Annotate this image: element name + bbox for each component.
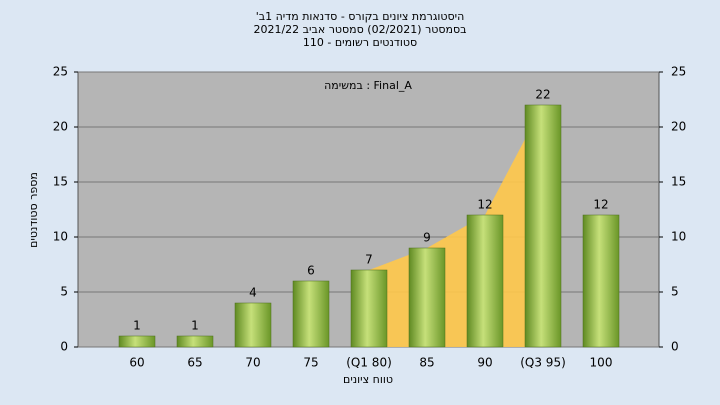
y2-tick-label: 20	[671, 120, 686, 134]
bar	[118, 335, 156, 348]
y-tick-label: 15	[53, 175, 68, 189]
y2-tick-label: 5	[671, 285, 679, 299]
x-tick-label: 85	[419, 356, 434, 370]
x-tick-label: 65	[187, 356, 202, 370]
bar	[176, 335, 214, 348]
title-line: בסמסטר (02/2021) סמסטר אביב 2021/22	[253, 23, 466, 36]
x-tick-label: (Q1 80)	[346, 356, 392, 370]
bar	[408, 247, 446, 348]
value-label: 22	[535, 88, 550, 102]
x-tick-label: (Q3 95)	[520, 356, 566, 370]
x-tick-label: 70	[245, 356, 260, 370]
value-label: 12	[593, 198, 608, 212]
y2-tick-label: 0	[671, 340, 679, 354]
bar	[292, 280, 330, 348]
bar	[524, 104, 562, 348]
x-tick-label: 90	[477, 356, 492, 370]
bar	[350, 269, 388, 348]
y2-tick-label: 10	[671, 230, 686, 244]
title-line: סטודנטים רשומים - 110	[303, 36, 417, 49]
value-label: 1	[191, 319, 199, 333]
value-label: 12	[477, 198, 492, 212]
value-label: 1	[133, 319, 141, 333]
y2-tick-label: 25	[671, 65, 686, 79]
bar	[234, 302, 272, 348]
value-label: 4	[249, 286, 257, 300]
x-tick-label: 60	[129, 356, 144, 370]
y2-tick-label: 15	[671, 175, 686, 189]
y-tick-label: 20	[53, 120, 68, 134]
y-axis-label: מספר סטודנטים	[27, 172, 40, 248]
bar	[582, 214, 620, 348]
x-tick-label: 100	[590, 356, 613, 370]
y-tick-label: 10	[53, 230, 68, 244]
annotation: במשימה : Final_A	[324, 79, 412, 92]
value-label: 7	[365, 253, 373, 267]
bar	[466, 214, 504, 348]
value-label: 9	[423, 231, 431, 245]
x-tick-label: 75	[303, 356, 318, 370]
y-tick-label: 25	[53, 65, 68, 79]
title-line: היסטוגרמת ציונים בקורס - סדנאות מדיה 1ב'	[256, 10, 465, 23]
x-axis-label: טווח ציונים	[343, 373, 393, 386]
value-label: 6	[307, 264, 315, 278]
y-tick-label: 5	[60, 285, 68, 299]
y-tick-label: 0	[60, 340, 68, 354]
